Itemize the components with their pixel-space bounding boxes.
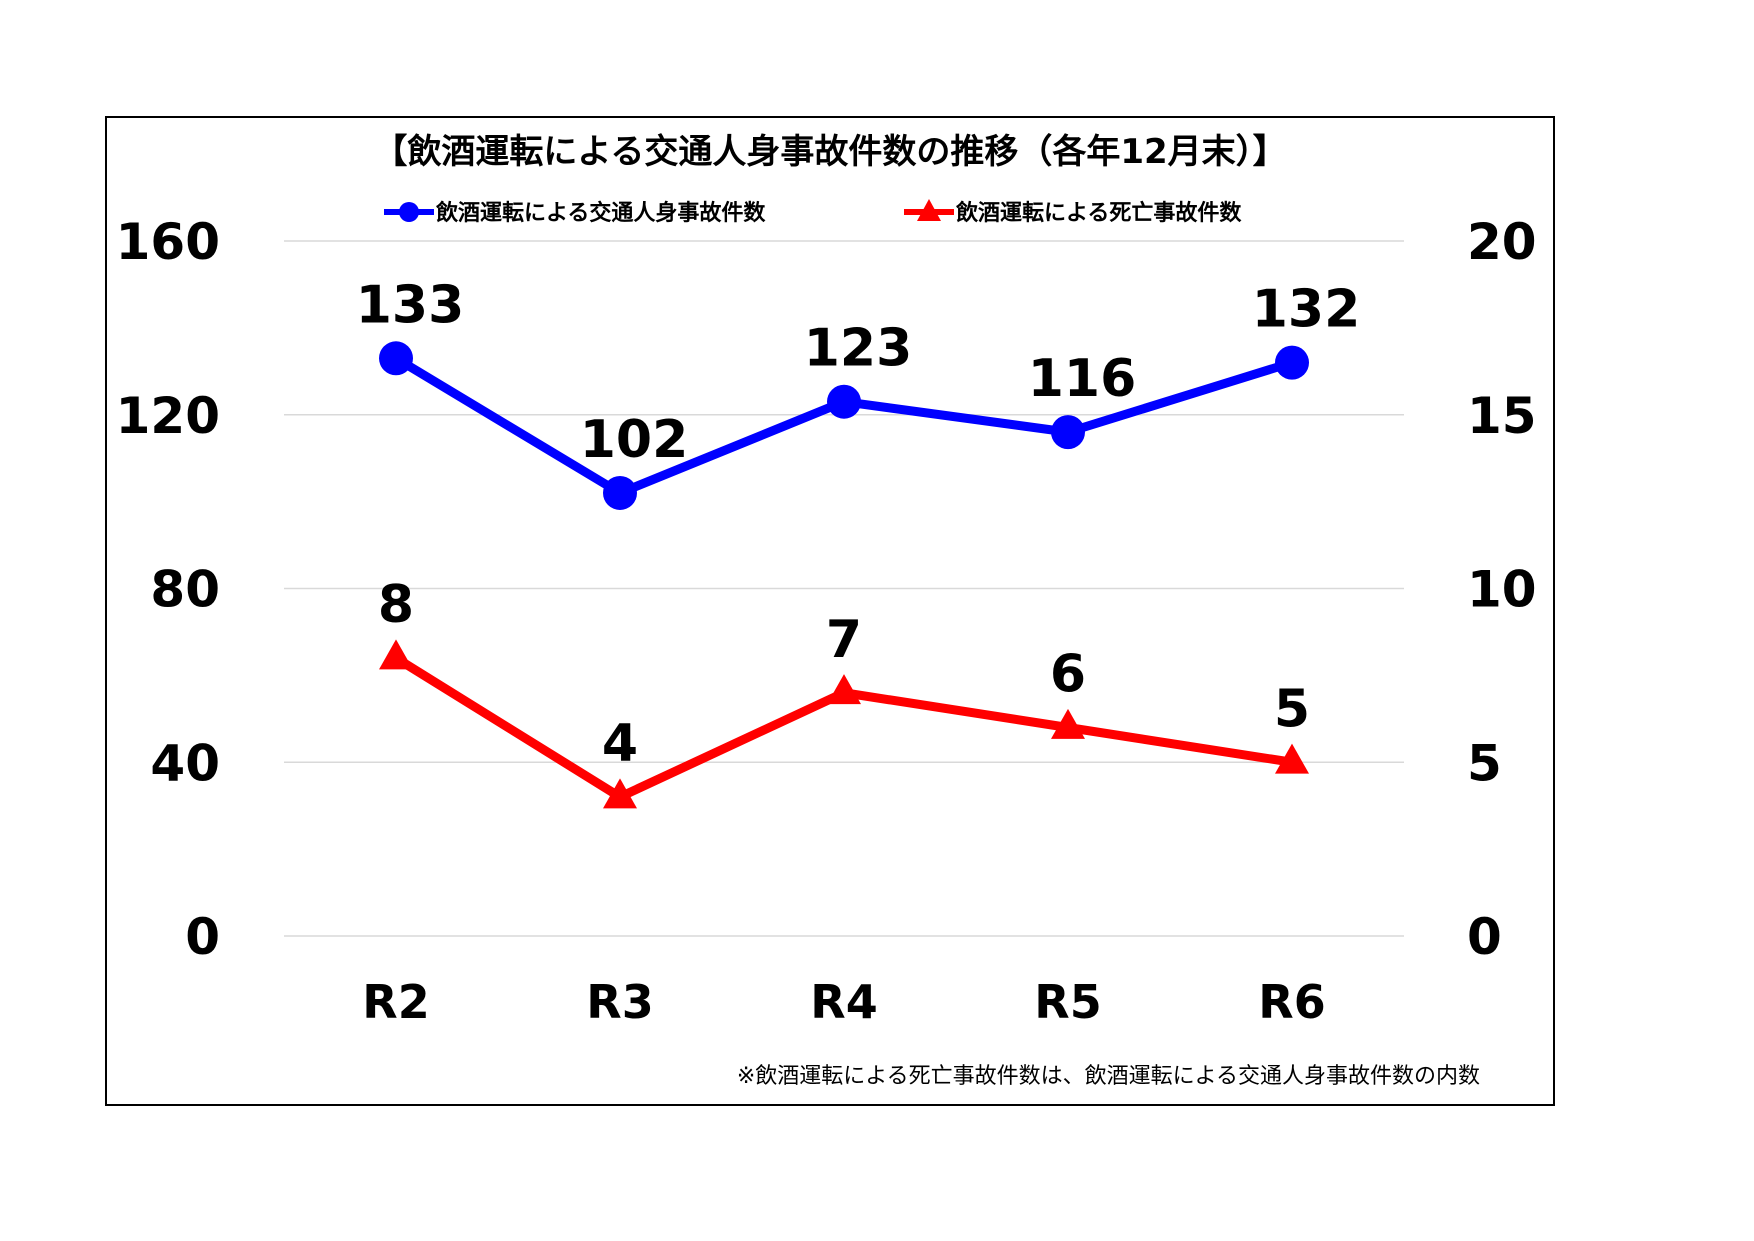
chart-title: 【飲酒運転による交通人身事故件数の推移（各年12月末）】 [373, 132, 1286, 172]
data-label: 123 [804, 319, 913, 379]
y-right-tick-label: 5 [1467, 734, 1502, 792]
data-label: 8 [378, 575, 414, 635]
x-tick-label: R6 [1258, 975, 1325, 1029]
data-point [603, 778, 637, 809]
y-right-tick-label: 0 [1467, 908, 1502, 966]
legend-label-fatal: 飲酒運転による死亡事故件数 [955, 200, 1242, 226]
data-point [379, 639, 413, 670]
data-point [603, 475, 637, 510]
data-point [827, 674, 861, 705]
data-label: 102 [580, 410, 689, 470]
data-point [827, 384, 861, 419]
y-right-tick-label: 20 [1467, 213, 1537, 271]
y-right-tick-label: 10 [1467, 561, 1537, 619]
legend-item-fatal: 飲酒運転による死亡事故件数 [904, 199, 1242, 226]
x-tick-label: R3 [586, 975, 653, 1029]
y-axis-left-ticks: 0 40 80 120 160 [116, 213, 220, 966]
y-left-tick-label: 160 [116, 213, 220, 271]
data-label: 6 [1050, 645, 1086, 705]
data-label: 116 [1028, 349, 1137, 409]
x-axis-ticks: R2 R3 R4 R5 R6 [362, 975, 1325, 1029]
data-label: 133 [356, 275, 465, 335]
legend-label-injury: 飲酒運転による交通人身事故件数 [435, 200, 766, 226]
legend-marker-fatal [917, 199, 941, 221]
x-tick-label: R2 [362, 975, 429, 1029]
data-point [379, 341, 413, 376]
data-point [1051, 415, 1085, 450]
chart-frame [105, 116, 1555, 1106]
y-left-tick-label: 0 [185, 908, 220, 966]
data-label: 132 [1252, 280, 1361, 340]
legend: 飲酒運転による交通人身事故件数 飲酒運転による死亡事故件数 [384, 199, 1242, 226]
y-left-tick-label: 120 [116, 387, 220, 445]
x-tick-label: R5 [1034, 975, 1101, 1029]
data-point [1275, 743, 1309, 774]
data-point [1051, 708, 1085, 739]
legend-marker-injury [399, 202, 419, 222]
data-label: 7 [826, 610, 862, 670]
x-tick-label: R4 [810, 975, 877, 1029]
legend-item-injury: 飲酒運転による交通人身事故件数 [384, 200, 766, 226]
data-label: 5 [1274, 679, 1310, 739]
y-axis-right-ticks: 0 5 10 15 20 [1467, 213, 1537, 966]
gridlines [284, 240, 1404, 937]
y-left-tick-label: 40 [150, 734, 220, 792]
series-layer: 133 102 123 116 132 8 4 7 6 5 [356, 275, 1361, 809]
data-point [1275, 345, 1309, 380]
chart-note: ※飲酒運転による死亡事故件数は、飲酒運転による交通人身事故件数の内数 [737, 1064, 1480, 1089]
y-right-tick-label: 15 [1467, 387, 1537, 445]
y-left-tick-label: 80 [150, 561, 220, 619]
data-label: 4 [602, 714, 638, 774]
